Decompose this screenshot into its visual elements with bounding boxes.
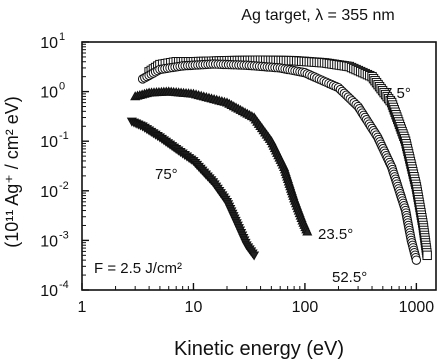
- series-circle: [137, 59, 422, 265]
- series-label-7-5: 7.5°: [384, 85, 411, 102]
- x-tick-label: 1000: [399, 299, 435, 316]
- y-tick-label: 10: [40, 35, 58, 52]
- y-tick-base: 10: [40, 184, 58, 201]
- data-point: [249, 251, 260, 261]
- chart-title: Ag target, λ = 355 nm: [241, 7, 394, 24]
- y-tick-exponent: 1: [59, 31, 65, 43]
- data-point: [411, 255, 422, 265]
- x-tick-label: 10: [185, 299, 203, 316]
- series-label-23-5: 23.5°: [318, 226, 353, 243]
- y-tick-base: 10: [40, 233, 58, 250]
- y-tick-exponent: -3: [59, 229, 69, 241]
- y-axis-label: (10¹¹ Ag⁺ / cm² eV): [2, 96, 22, 248]
- y-tick-base: 10: [40, 134, 58, 151]
- y-tick-label: 10: [40, 283, 58, 300]
- series-triangle-up: [130, 86, 313, 236]
- y-tick-base: 10: [40, 283, 58, 300]
- fluence-label: F = 2.5 J/cm²: [94, 260, 182, 277]
- y-axis-label-text: (10¹¹ Ag⁺ / cm² eV): [2, 96, 22, 248]
- y-tick-label: 10: [40, 85, 58, 102]
- y-tick-exponent: 0: [59, 81, 65, 93]
- y-tick-exponent: -1: [59, 130, 69, 142]
- series-triangle-down: [126, 117, 260, 261]
- x-axis-label: Kinetic energy (eV): [174, 338, 344, 360]
- y-tick-exponent: -2: [59, 180, 69, 192]
- y-tick-label: 10: [40, 134, 58, 151]
- y-tick-exponent: -4: [59, 279, 69, 291]
- y-tick-label: 10: [40, 184, 58, 201]
- data-series: [126, 55, 432, 265]
- y-tick-base: 10: [40, 85, 58, 102]
- x-tick-label: 100: [292, 299, 319, 316]
- data-point: [422, 250, 432, 261]
- plot-frame: [81, 41, 437, 291]
- series-label-75: 75°: [155, 166, 178, 183]
- y-tick-base: 10: [40, 35, 58, 52]
- data-point: [302, 226, 313, 236]
- x-tick-label: 1: [78, 299, 87, 316]
- series-label-52-5: 52.5°: [332, 269, 367, 286]
- y-tick-label: 10: [40, 233, 58, 250]
